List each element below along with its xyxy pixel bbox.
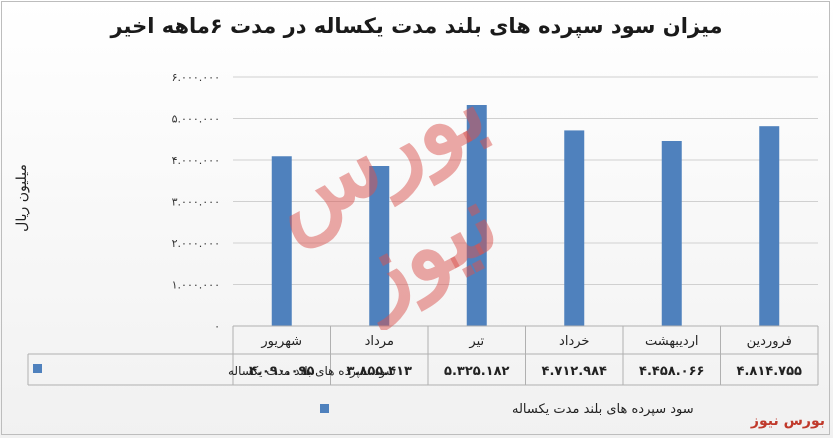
data-label: ۳.۸۵۵.۴۱۳ bbox=[347, 364, 412, 379]
category-label: فروردین bbox=[747, 334, 792, 349]
bar bbox=[564, 130, 585, 326]
data-label: ۴.۴۵۸.۰۶۶ bbox=[639, 364, 704, 379]
data-label: ۵.۳۲۵.۱۸۲ bbox=[444, 364, 509, 379]
bar bbox=[369, 166, 390, 326]
y-tick-label: ۴.۰۰۰.۰۰۰ bbox=[172, 154, 220, 167]
y-tick-label: ۶.۰۰۰.۰۰۰ bbox=[172, 71, 220, 84]
bar bbox=[271, 156, 292, 326]
table-series-name: سود سپرده های بلند مدت یکساله bbox=[228, 364, 396, 379]
bar bbox=[661, 140, 682, 326]
y-tick-label: ۱.۰۰۰.۰۰۰ bbox=[172, 279, 220, 292]
y-tick-label: ۵.۰۰۰.۰۰۰ bbox=[172, 113, 220, 126]
y-tick-label: ۰ bbox=[214, 320, 220, 333]
y-tick-label: ۳.۰۰۰.۰۰۰ bbox=[172, 196, 220, 209]
bar bbox=[466, 105, 487, 326]
data-label: ۴.۸۱۴.۷۵۵ bbox=[737, 364, 802, 379]
source-label: بورس نیوز bbox=[750, 413, 825, 429]
legend-swatch bbox=[320, 404, 329, 413]
category-label: اردیبهشت bbox=[645, 334, 699, 349]
chart-title: میزان سود سپرده های بلند مدت یکساله در م… bbox=[110, 14, 723, 38]
table-legend-swatch bbox=[33, 364, 42, 373]
legend-label: سود سپرده های بلند مدت یکساله bbox=[512, 402, 694, 417]
category-label: شهریور bbox=[260, 334, 302, 349]
category-label: تیر bbox=[468, 334, 484, 349]
category-label: خرداد bbox=[559, 334, 589, 349]
bar bbox=[759, 126, 780, 326]
data-label: ۴.۷۱۲.۹۸۴ bbox=[542, 364, 607, 379]
data-label: ۴.۰۹۰.۰۹۵ bbox=[249, 364, 314, 379]
category-label: مرداد bbox=[365, 334, 394, 349]
y-tick-label: ۲.۰۰۰.۰۰۰ bbox=[172, 237, 220, 250]
